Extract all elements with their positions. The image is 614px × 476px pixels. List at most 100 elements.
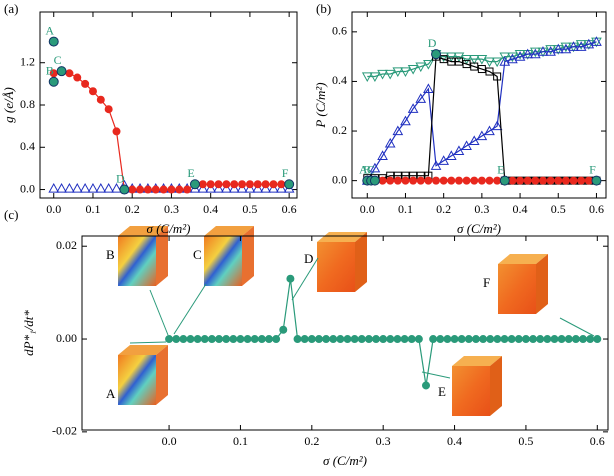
marker (229, 335, 238, 344)
marker (461, 55, 472, 65)
y-tick-label: 0.2 (332, 123, 347, 137)
inset-label: C (193, 247, 202, 262)
marker (447, 176, 456, 185)
marker (423, 59, 434, 70)
marker (200, 335, 209, 344)
marker (577, 176, 586, 185)
marker (257, 335, 266, 344)
cube-c (204, 226, 254, 286)
x-tick-label: 0.4 (513, 202, 528, 216)
marker (508, 176, 517, 185)
marker (275, 182, 287, 193)
y-tick-label: 0.00 (56, 331, 77, 345)
series (362, 49, 602, 186)
inset-label: B (106, 247, 115, 262)
marker (450, 335, 459, 344)
marker (119, 184, 130, 195)
marker (537, 46, 549, 56)
marker (564, 335, 573, 344)
plot-frame (351, 11, 607, 199)
series-line (367, 55, 597, 182)
marker (529, 48, 541, 59)
x-tick-label: 0.5 (551, 202, 566, 216)
marker (48, 76, 59, 87)
marker (386, 176, 395, 185)
y-axis-label: g (e/Å) (1, 87, 16, 123)
panel-label: (b) (316, 1, 331, 16)
plot (352, 12, 606, 198)
marker (522, 48, 534, 59)
series (361, 37, 602, 83)
marker (438, 52, 450, 63)
x-tick-label: 0.0 (360, 202, 375, 216)
marker (384, 69, 396, 80)
marker (236, 335, 245, 344)
marker (197, 182, 209, 193)
marker (569, 176, 578, 185)
marker (143, 185, 152, 194)
marker (236, 182, 248, 193)
x-axis-label: σ (C/m²) (457, 221, 501, 236)
marker (222, 180, 231, 189)
marker (514, 51, 526, 61)
marker (470, 62, 479, 71)
x-tick-label: 0.3 (164, 202, 179, 216)
marker (230, 180, 239, 189)
marker (445, 150, 457, 160)
marker (561, 176, 570, 185)
marker (571, 335, 580, 344)
marker (186, 335, 195, 344)
marker (529, 47, 541, 58)
marker (436, 335, 445, 344)
marker (470, 176, 479, 185)
marker (516, 176, 525, 185)
marker (400, 115, 411, 126)
marker (445, 52, 457, 63)
marker (314, 335, 323, 344)
inset-label: F (483, 275, 490, 290)
point-label: A (359, 162, 368, 176)
marker (491, 57, 503, 68)
marker (447, 57, 456, 66)
marker (48, 182, 60, 193)
marker (213, 182, 224, 193)
marker (222, 335, 231, 344)
marker (552, 43, 564, 54)
marker (81, 79, 90, 88)
marker (193, 335, 202, 344)
marker (415, 93, 427, 103)
marker (507, 52, 518, 63)
series-line (53, 70, 290, 191)
point-label: D (428, 36, 437, 50)
plot-frame (39, 11, 298, 199)
point-label: F (282, 166, 289, 180)
marker (430, 160, 442, 170)
marker (372, 335, 381, 344)
x-tick-label: 0.1 (85, 202, 100, 216)
marker (579, 335, 588, 344)
marker (386, 335, 395, 344)
marker (214, 180, 223, 189)
marker (557, 335, 566, 344)
marker (476, 55, 488, 65)
marker (477, 65, 486, 74)
marker (438, 155, 450, 165)
marker (165, 335, 174, 344)
marker (484, 57, 495, 68)
marker (343, 335, 352, 344)
inset-label: A (106, 386, 116, 401)
x-tick-label: 0.5 (242, 202, 257, 216)
x-tick-label: 0.4 (447, 434, 462, 448)
marker (423, 83, 434, 93)
marker (369, 72, 381, 83)
marker (484, 125, 495, 136)
marker (179, 335, 188, 344)
marker (272, 335, 281, 344)
marker (499, 175, 510, 186)
marker (221, 182, 232, 193)
marker (350, 335, 359, 344)
marker (507, 335, 516, 344)
marker (586, 335, 595, 344)
marker (550, 335, 559, 344)
